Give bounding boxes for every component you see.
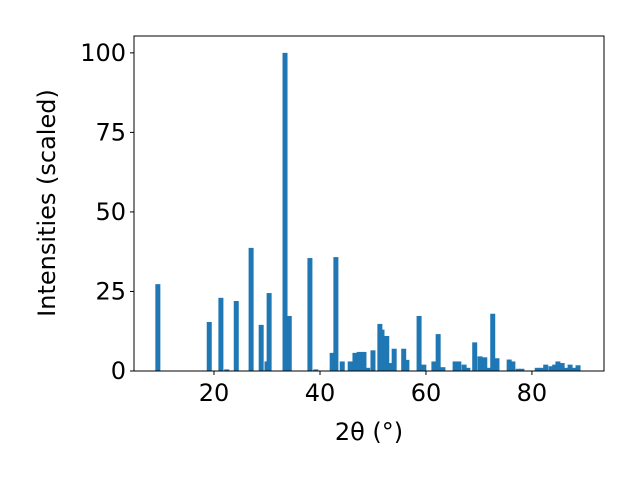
bar (266, 293, 272, 371)
bar (519, 368, 525, 371)
y-tick-label: 100 (80, 39, 126, 67)
bar (510, 361, 516, 371)
bar (548, 366, 554, 371)
bar (361, 351, 367, 371)
bar (286, 315, 292, 371)
bar (391, 348, 397, 371)
bar (339, 361, 345, 371)
bar (440, 367, 446, 371)
bar (352, 352, 358, 371)
bar (233, 301, 239, 371)
bar (435, 334, 441, 371)
bar (490, 313, 496, 371)
bar (431, 361, 437, 371)
bar (421, 364, 427, 371)
bar (461, 364, 467, 371)
bar (494, 358, 500, 371)
bar (563, 367, 569, 371)
bar (282, 52, 288, 371)
bar (456, 361, 462, 371)
bar (416, 315, 422, 371)
bar (365, 367, 371, 371)
bar (206, 322, 212, 371)
bar (465, 367, 471, 371)
bar (575, 365, 581, 371)
bar (555, 361, 561, 371)
y-tick-label: 25 (95, 277, 126, 305)
bar (401, 348, 407, 371)
bar (571, 367, 577, 371)
bar (452, 361, 458, 371)
bar (384, 336, 390, 371)
bar (387, 363, 393, 371)
bar (477, 356, 483, 371)
bar (155, 284, 161, 371)
bar (486, 367, 492, 371)
bar (258, 324, 264, 371)
y-tick-label: 0 (111, 357, 126, 385)
bar (472, 342, 478, 371)
bar (534, 367, 540, 371)
bar (356, 351, 362, 371)
bar (370, 350, 376, 371)
bar (347, 361, 353, 371)
bar (543, 364, 549, 371)
x-axis-label: 2θ (°) (335, 418, 403, 446)
bar (329, 352, 335, 371)
x-tick-label: 20 (199, 379, 230, 407)
bar (307, 258, 313, 371)
bar (404, 359, 410, 371)
bar (552, 364, 558, 371)
bar (248, 247, 254, 371)
y-tick-label: 75 (95, 118, 126, 146)
plot-frame (133, 35, 605, 372)
bar (506, 359, 512, 371)
bar (567, 364, 573, 371)
bar (515, 368, 521, 371)
y-tick-label: 50 (95, 198, 126, 226)
bar (559, 363, 565, 371)
x-tick-label: 40 (305, 379, 336, 407)
bar (538, 367, 544, 371)
x-tick-label: 80 (517, 379, 548, 407)
bar (333, 257, 339, 371)
bar (218, 297, 224, 371)
x-tick-label: 60 (411, 379, 442, 407)
bar (313, 369, 319, 371)
bar (482, 357, 488, 371)
bar (224, 369, 230, 371)
bar (379, 329, 385, 371)
y-axis-label: Intensities (scaled) (33, 89, 61, 317)
